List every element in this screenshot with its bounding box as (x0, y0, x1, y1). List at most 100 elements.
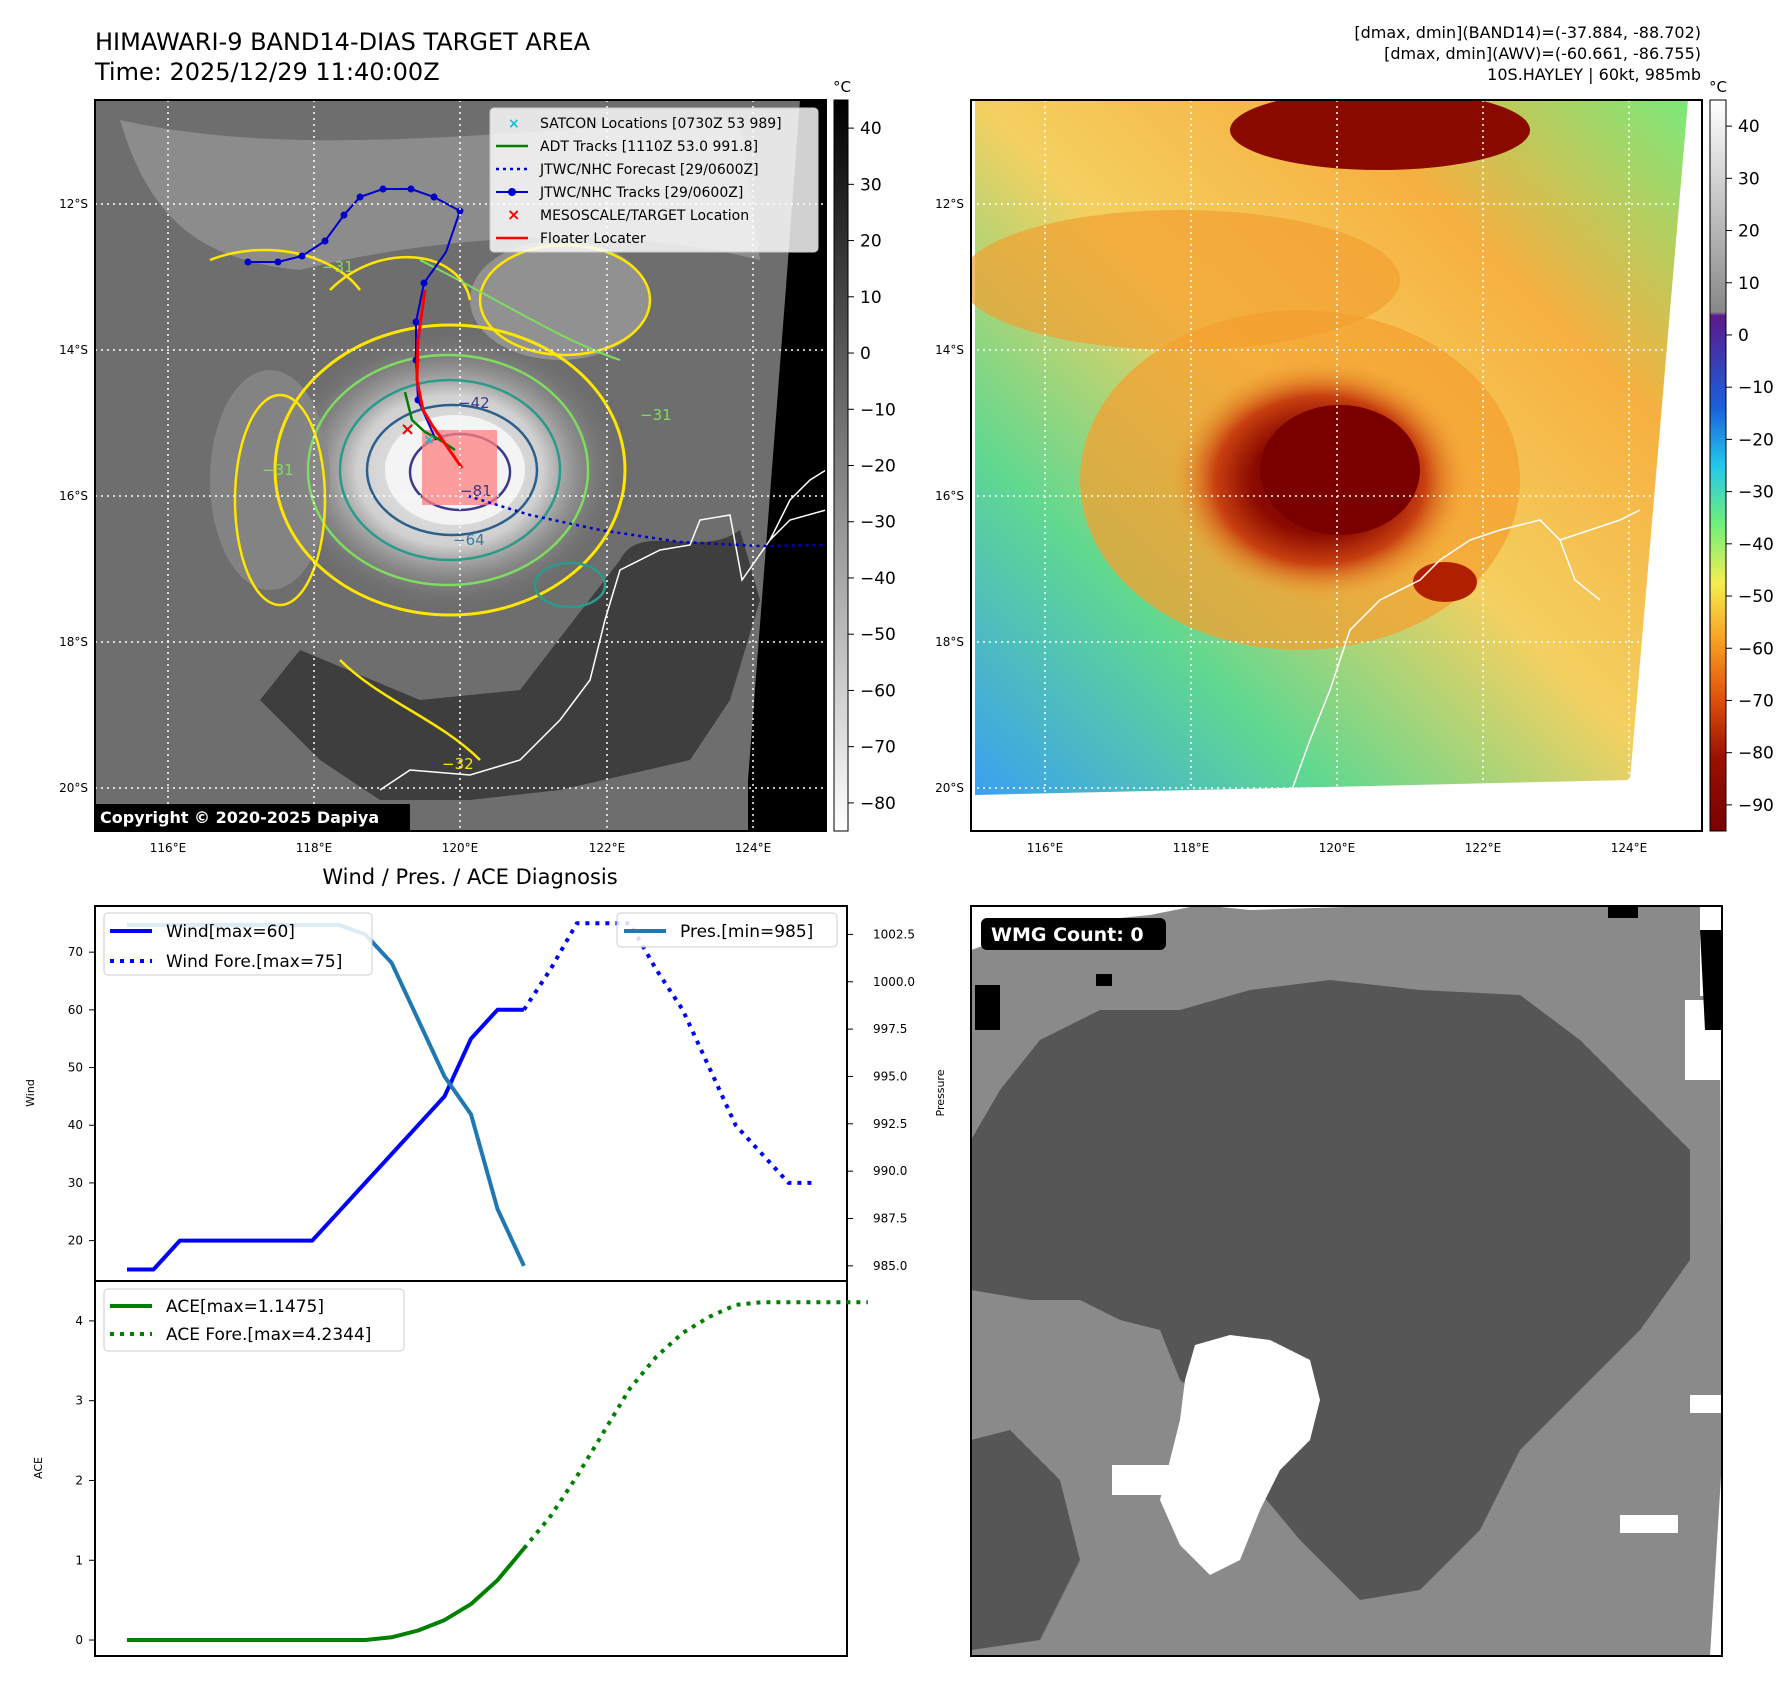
target-location-marker: × (400, 419, 415, 440)
legend-item: SATCON Locations [0730Z 53 989] (540, 116, 782, 132)
svg-text:124°E: 124°E (735, 841, 772, 855)
svg-text:18°S: 18°S (935, 635, 964, 649)
colorbar-tick-label: 10 (860, 288, 882, 308)
storm-info: 10S.HAYLEY | 60kt, 985mb (1487, 65, 1701, 84)
ir-legend: × SATCON Locations [0730Z 53 989] ADT Tr… (489, 107, 819, 253)
wmg-panel: WMG Count: 0 (970, 905, 1723, 1657)
colorbar-tick-label: 40 (1738, 117, 1760, 137)
ir-map-panel: × × −64 −32 −31 −31 −31 −42 −81 Copyrigh… (59, 78, 896, 855)
legend-item: Wind Fore.[max=75] (166, 952, 342, 972)
y-right-tick-label: 987.5 (873, 1212, 907, 1226)
colorbar-tick-label: 40 (860, 119, 882, 139)
colorbar-tick-label: 20 (1738, 222, 1760, 242)
awv-colorbar: °C 40 30 20 10 0 −10 −20 −30 −40 −50 −60 −70 −80 −90 (1709, 78, 1774, 832)
colorbar-tick-label: 0 (860, 344, 871, 364)
colorbar-tick-label: −50 (1738, 587, 1774, 607)
satcon-marker: × (423, 432, 435, 448)
series-line-wind-fore (522, 921, 815, 1185)
svg-text:18°S: 18°S (59, 635, 88, 649)
colorbar-tick-label: −40 (860, 569, 896, 589)
legend-item: ACE Fore.[max=4.2344] (166, 1325, 371, 1345)
ir-lon-ticks: 116°E 118°E 120°E 122°E 124°E (150, 841, 772, 855)
y-right-tick-label: 985.0 (873, 1259, 907, 1273)
contour-label: −81 (460, 482, 492, 500)
y-tick-label: 40 (68, 1118, 83, 1132)
legend-item: JTWC/NHC Forecast [29/0600Z] (539, 162, 759, 178)
pressure-axis-label: Pressure (934, 1069, 947, 1116)
svg-text:118°E: 118°E (296, 841, 333, 855)
diagnosis-title: Wind / Pres. / ACE Diagnosis (322, 865, 617, 889)
svg-text:116°E: 116°E (1027, 841, 1064, 855)
y-tick-label: 2 (75, 1473, 83, 1487)
series-line-wind (127, 1007, 524, 1272)
y-tick-label: 3 (75, 1394, 83, 1408)
svg-text:16°S: 16°S (935, 489, 964, 503)
colorbar-tick-label: −40 (1738, 535, 1774, 555)
colorbar-tick-label: −20 (1738, 430, 1774, 450)
wind-legend: Wind[max=60] Wind Fore.[max=75] Pres.[mi… (103, 912, 838, 976)
stats-awv: [dmax, dmin](AWV)=(-60.661, -86.755) (1384, 44, 1701, 63)
contour-label: −31 (322, 258, 354, 276)
svg-text:118°E: 118°E (1173, 841, 1210, 855)
contour-label: −32 (442, 755, 474, 773)
legend-item: ADT Tracks [1110Z 53.0 991.8] (540, 139, 758, 155)
y-tick-label: 30 (68, 1176, 83, 1190)
svg-text:120°E: 120°E (442, 841, 479, 855)
colorbar-tick-label: −20 (860, 457, 896, 477)
wind-pressure-chart: Wind Pressure 20 30 40 50 60 70 985.0 987.5 990.… (24, 905, 947, 1282)
time-label: Time: 2025/12/29 11:40:00Z (94, 58, 440, 86)
legend-item: Wind[max=60] (166, 922, 295, 942)
y-tick-label: 4 (75, 1314, 83, 1328)
legend-item: JTWC/NHC Tracks [29/0600Z] (539, 185, 743, 201)
copyright-label: Copyright © 2020-2025 Dapiya (100, 808, 379, 827)
colorbar-tick-label: −60 (1738, 639, 1774, 659)
colorbar-tick-label: −10 (860, 400, 896, 420)
colorbar-tick-label: 20 (860, 232, 882, 252)
y-right-tick-label: 1000.0 (873, 975, 915, 989)
colorbar-tick-label: −50 (860, 625, 896, 645)
y-tick-label: 50 (68, 1061, 83, 1075)
y-right-tick-label: 1002.5 (873, 927, 915, 941)
svg-text:122°E: 122°E (589, 841, 626, 855)
ir-colorbar: °C 40 30 20 10 0 −10 −20 −30 −40 −50 −60 −70 −80 (833, 78, 896, 832)
ir-colorbar-unit: °C (833, 78, 851, 96)
legend-item: MESOSCALE/TARGET Location (540, 208, 749, 224)
svg-text:20°S: 20°S (59, 781, 88, 795)
svg-text:116°E: 116°E (150, 841, 187, 855)
satcon-legend-icon: × (508, 116, 520, 132)
svg-text:16°S: 16°S (59, 489, 88, 503)
stats-band14: [dmax, dmin](BAND14)=(-37.884, -88.702) (1354, 23, 1701, 42)
svg-text:120°E: 120°E (1319, 841, 1356, 855)
wmg-count-badge (981, 918, 1166, 950)
y-tick-label: 1 (75, 1553, 83, 1567)
colorbar-tick-label: −90 (1738, 796, 1774, 816)
wmg-count-label: WMG Count: 0 (991, 924, 1144, 946)
ace-axis-label: ACE (32, 1457, 45, 1479)
target-legend-icon: × (507, 205, 520, 224)
legend-item: ACE[max=1.1475] (166, 1297, 324, 1317)
contour-label: −31 (262, 461, 294, 479)
main-title: HIMAWARI-9 BAND14-DIAS TARGET AREA (95, 28, 591, 56)
svg-text:124°E: 124°E (1611, 841, 1648, 855)
colorbar-tick-label: 30 (860, 175, 882, 195)
y-tick-label: 20 (68, 1234, 83, 1248)
awv-colorbar-unit: °C (1709, 78, 1727, 96)
ace-legend: ACE[max=1.1475] ACE Fore.[max=4.2344] (103, 1288, 405, 1352)
svg-text:20°S: 20°S (935, 781, 964, 795)
ace-chart: ACE 0 1 2 3 4 ACE[max=1.1475] ACE Fore.[max=… (32, 1280, 868, 1657)
colorbar-tick-label: −60 (860, 681, 896, 701)
colorbar-tick-label: −30 (1738, 483, 1774, 503)
contour-label: −64 (453, 531, 485, 549)
y-right-tick-label: 995.0 (873, 1069, 907, 1083)
awv-gridlines (971, 100, 1702, 831)
awv-lon-ticks: 116°E 118°E 120°E 122°E 124°E (1027, 841, 1648, 855)
legend-item: Pres.[min=985] (680, 922, 813, 942)
y-tick-label: 70 (68, 945, 83, 959)
colorbar-tick-label: 30 (1738, 169, 1760, 189)
y-right-tick-label: 992.5 (873, 1117, 907, 1131)
legend-item: Floater Locater (540, 231, 646, 247)
y-right-tick-label: 997.5 (873, 1022, 907, 1036)
awv-map-panel: 116°E 118°E 120°E 122°E 124°E 12°S 14°S … (935, 78, 1774, 855)
colorbar-tick-label: 0 (1738, 326, 1749, 346)
